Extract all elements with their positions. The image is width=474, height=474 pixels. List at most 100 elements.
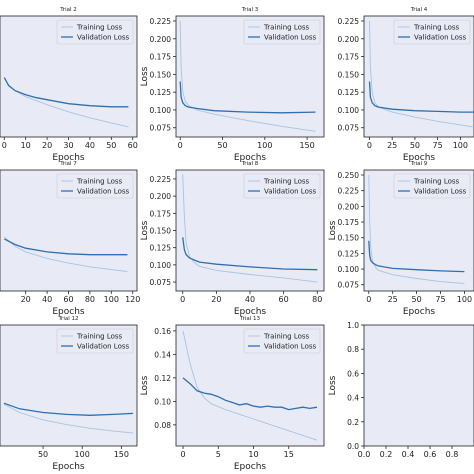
training-loss-line bbox=[182, 330, 318, 441]
y-tick-label: 0.100 bbox=[150, 106, 172, 115]
x-tick-label: 10 bbox=[21, 141, 31, 150]
validation-loss-line bbox=[3, 77, 129, 108]
y-tick-label: 0.150 bbox=[338, 234, 360, 243]
x-tick-label: 50 bbox=[410, 141, 420, 150]
y-tick-label: 0.200 bbox=[338, 35, 360, 44]
legend-label: Validation Loss bbox=[414, 188, 466, 196]
y-tick-label: 0.150 bbox=[150, 70, 172, 79]
y-tick-label: 0.125 bbox=[150, 88, 172, 97]
y-tick-label: 0.0 bbox=[347, 442, 359, 451]
x-tick-label: 75 bbox=[433, 141, 443, 150]
x-tick-label: 60 bbox=[279, 295, 289, 304]
legend-label: Training Loss bbox=[263, 24, 310, 32]
subplot-7: Trial 12 50 100 150 Epochs Training Loss Valid… bbox=[0, 316, 138, 472]
subplot-3: Trial 4 0 25 50 75 100 0.075 0.100 0.125 0.150 0.1… bbox=[338, 7, 474, 163]
y-tick-label: 0.125 bbox=[338, 88, 360, 97]
y-tick-label: 0.6 bbox=[347, 369, 359, 378]
x-tick-label: 0.6 bbox=[424, 450, 437, 459]
validation-loss-line bbox=[368, 240, 465, 273]
y-tick-label: 0.250 bbox=[338, 171, 360, 180]
training-loss-line bbox=[4, 236, 128, 272]
training-loss-line bbox=[182, 174, 318, 283]
y-tick-label: 0.075 bbox=[338, 281, 360, 290]
training-loss-line bbox=[3, 403, 134, 434]
x-tick-label: 40 bbox=[85, 141, 95, 150]
legend-box bbox=[56, 173, 134, 199]
legend-box bbox=[243, 173, 321, 199]
x-tick-label: 100 bbox=[457, 295, 472, 304]
x-tick-label: 30 bbox=[63, 141, 73, 150]
legend-label: Training Loss bbox=[76, 333, 123, 341]
legend: Training Loss Validation Loss bbox=[56, 328, 134, 354]
x-axis-label: Epochs bbox=[403, 307, 436, 317]
legend-label: Training Loss bbox=[413, 178, 460, 186]
x-axis-label: Epochs bbox=[52, 307, 85, 317]
x-tick-label: 80 bbox=[312, 295, 322, 304]
subplot-title: Trial 12 bbox=[58, 316, 79, 322]
x-tick-label: 50 bbox=[106, 141, 116, 150]
x-axis-label: Epochs bbox=[234, 153, 267, 163]
y-tick-label: 0.4 bbox=[347, 394, 359, 403]
subplot-9: 0.0 0.2 0.4 0.6 0.8 0.0 0.2 0.4 0.6 0.8 1.0 Loss bbox=[328, 321, 474, 459]
x-tick-label: 0 bbox=[180, 295, 185, 304]
legend-box bbox=[393, 173, 471, 199]
legend-label: Validation Loss bbox=[264, 343, 316, 351]
x-axis-label: Epochs bbox=[234, 462, 267, 472]
x-tick-label: 80 bbox=[85, 295, 95, 304]
y-tick-label: 0.10 bbox=[154, 397, 171, 406]
y-tick-label: 0.175 bbox=[338, 53, 360, 62]
y-tick-label: 0.200 bbox=[150, 192, 172, 201]
x-tick-label: 0 bbox=[367, 141, 372, 150]
legend-box bbox=[393, 19, 471, 45]
y-tick-label: 0.100 bbox=[338, 106, 360, 115]
x-tick-label: 15 bbox=[284, 450, 294, 459]
y-tick-label: 0.150 bbox=[338, 70, 360, 79]
x-tick-label: 100 bbox=[453, 141, 468, 150]
x-tick-label: 40 bbox=[42, 295, 52, 304]
x-tick-label: 0 bbox=[2, 141, 7, 150]
legend: Training Loss Validation Loss bbox=[243, 19, 321, 45]
x-tick-label: 0.0 bbox=[358, 450, 371, 459]
y-tick-label: 0.075 bbox=[150, 278, 172, 287]
x-tick-label: 60 bbox=[63, 295, 73, 304]
x-tick-label: 100 bbox=[257, 141, 272, 150]
y-tick-label: 0.100 bbox=[150, 261, 172, 270]
y-tick-label: 0.225 bbox=[338, 17, 360, 26]
training-loss-line bbox=[368, 174, 465, 284]
y-axis-label: Loss bbox=[140, 66, 150, 86]
y-axis-label: Loss bbox=[140, 220, 150, 240]
x-axis-label: Epochs bbox=[52, 153, 85, 163]
x-tick-label: 50 bbox=[412, 295, 422, 304]
legend-label: Training Loss bbox=[263, 333, 310, 341]
y-tick-label: 0.175 bbox=[338, 218, 360, 227]
validation-loss-line bbox=[182, 377, 318, 411]
x-tick-label: 100 bbox=[75, 450, 90, 459]
legend-label: Validation Loss bbox=[77, 188, 129, 196]
y-tick-label: 0.200 bbox=[338, 202, 360, 211]
validation-loss-line bbox=[182, 237, 318, 271]
y-tick-label: 0.125 bbox=[150, 244, 172, 253]
y-axis-label: Loss bbox=[328, 220, 338, 240]
subplot-title: Trial 7 bbox=[59, 161, 77, 167]
x-axis-label: Epochs bbox=[234, 307, 267, 317]
subplot-title: Trial 9 bbox=[410, 161, 428, 167]
y-tick-label: 0.225 bbox=[338, 187, 360, 196]
legend-label: Validation Loss bbox=[264, 188, 316, 196]
legend-label: Validation Loss bbox=[77, 343, 129, 351]
x-tick-label: 150 bbox=[114, 450, 129, 459]
x-tick-label: 10 bbox=[248, 450, 258, 459]
x-tick-label: 20 bbox=[211, 295, 221, 304]
y-tick-label: 0.100 bbox=[338, 265, 360, 274]
legend-box bbox=[56, 328, 134, 354]
x-tick-label: 100 bbox=[104, 295, 119, 304]
y-tick-label: 0.16 bbox=[154, 327, 171, 336]
legend: Training Loss Validation Loss bbox=[243, 173, 321, 199]
subplot-4: Trial 7 20 40 60 80 100 120 Epochs Training Loss… bbox=[0, 161, 140, 317]
y-tick-label: 0.125 bbox=[338, 249, 360, 258]
legend-label: Training Loss bbox=[413, 24, 460, 32]
x-tick-label: 0 bbox=[366, 295, 371, 304]
x-tick-label: 5 bbox=[216, 450, 221, 459]
y-tick-label: 0.150 bbox=[150, 227, 172, 236]
legend-label: Training Loss bbox=[263, 178, 310, 186]
